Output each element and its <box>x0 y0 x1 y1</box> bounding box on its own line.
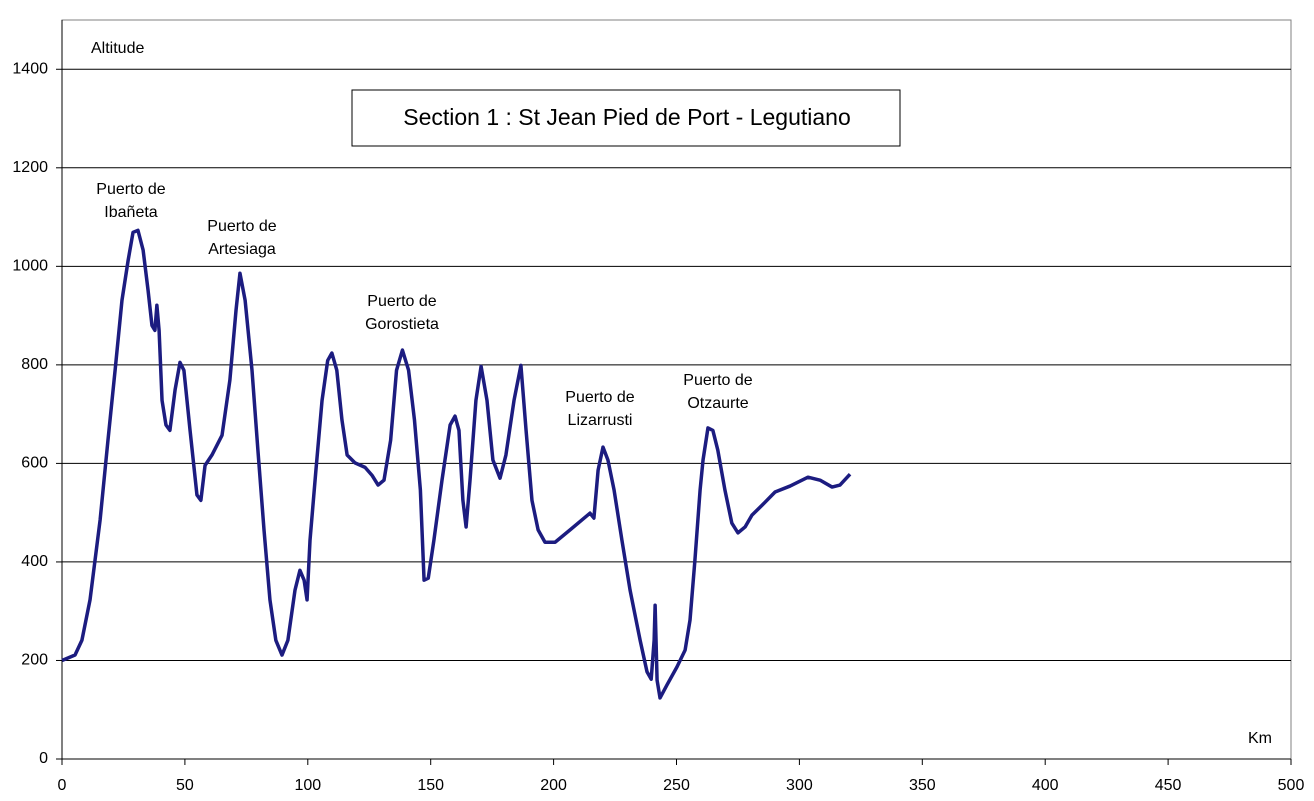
peak-label: Ibañeta <box>104 204 157 221</box>
x-tick-label: 200 <box>540 777 567 794</box>
y-tick-label: 800 <box>21 356 48 373</box>
y-tick-label: 1200 <box>12 159 48 176</box>
x-tick-label: 500 <box>1278 777 1305 794</box>
title-box <box>351 89 901 147</box>
x-tick-label: 250 <box>663 777 690 794</box>
line-series <box>61 228 852 700</box>
x-tick-label: 100 <box>294 777 321 794</box>
peak-label: Gorostieta <box>365 316 439 333</box>
y-tick-label: 0 <box>39 750 48 767</box>
y-tick-label: 1400 <box>12 60 48 77</box>
peak-label: Puerto de <box>96 181 165 198</box>
x-tick-label: 300 <box>786 777 813 794</box>
peak-label: Puerto de <box>683 372 752 389</box>
peak-label: Puerto de <box>367 293 436 310</box>
y-tick-label: 200 <box>21 652 48 669</box>
peak-label: Puerto de <box>565 389 634 406</box>
y-tick-label: 400 <box>21 553 48 570</box>
x-tick-label: 400 <box>1032 777 1059 794</box>
x-tick-label: 350 <box>909 777 936 794</box>
peak-label: Artesiaga <box>208 241 276 258</box>
x-tick-label: 450 <box>1155 777 1182 794</box>
y-tick-label: 600 <box>21 455 48 472</box>
peak-label: Puerto de <box>207 218 276 235</box>
peak-label: Otzaurte <box>687 395 748 412</box>
y-tick-label: 1000 <box>12 258 48 275</box>
x-tick-label: 50 <box>176 777 194 794</box>
y-axis-label: Altitude <box>91 40 144 57</box>
chart-title: Section 1 : St Jean Pied de Port - Legut… <box>403 104 851 130</box>
x-axis-label: Km <box>1248 730 1272 747</box>
peak-label: Lizarrusti <box>568 412 633 429</box>
x-tick-label: 0 <box>58 777 67 794</box>
x-tick-label: 150 <box>417 777 444 794</box>
